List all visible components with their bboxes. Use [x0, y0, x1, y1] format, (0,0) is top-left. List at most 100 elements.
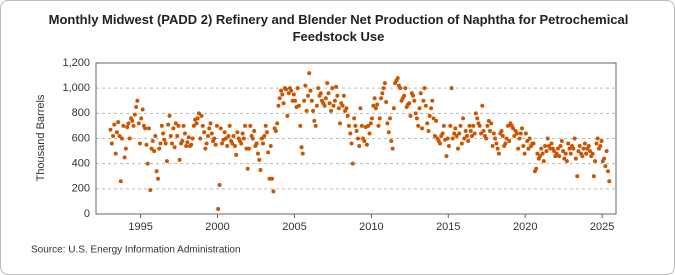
x-tick-label: 2015	[436, 221, 460, 233]
data-point	[471, 123, 476, 128]
data-point	[446, 144, 451, 149]
data-point	[504, 136, 509, 141]
data-point	[517, 136, 522, 141]
data-point	[452, 131, 457, 136]
data-point	[303, 83, 308, 88]
data-point	[582, 141, 587, 146]
data-point	[496, 151, 501, 156]
data-point	[567, 146, 572, 151]
x-tick-label: 2000	[205, 221, 229, 233]
data-point	[350, 161, 355, 166]
data-point	[127, 136, 132, 141]
data-point	[234, 152, 239, 157]
data-point	[159, 123, 164, 128]
data-point	[134, 105, 139, 110]
data-point	[153, 133, 158, 138]
data-point	[323, 96, 328, 101]
data-point	[344, 106, 349, 111]
data-point	[164, 159, 169, 164]
data-point	[531, 141, 536, 146]
data-point	[298, 123, 303, 128]
data-point	[168, 133, 173, 138]
data-point	[500, 133, 505, 138]
data-point	[590, 151, 595, 156]
data-point	[207, 126, 212, 131]
data-point	[214, 123, 219, 128]
data-point	[362, 139, 367, 144]
data-point	[444, 154, 449, 159]
data-point	[291, 92, 296, 97]
data-point	[125, 125, 130, 130]
data-point	[512, 133, 517, 138]
data-point	[316, 86, 321, 91]
data-point	[464, 133, 469, 138]
data-point	[356, 136, 360, 141]
data-point	[108, 127, 113, 132]
data-point	[281, 101, 286, 106]
data-point	[126, 121, 131, 126]
data-point	[441, 123, 446, 128]
data-point	[370, 116, 374, 121]
data-point	[200, 123, 205, 128]
data-point	[171, 126, 176, 131]
data-point	[593, 159, 598, 164]
data-point	[495, 146, 500, 151]
data-point	[503, 141, 508, 146]
data-point	[458, 123, 463, 128]
data-point	[216, 206, 221, 211]
data-point	[541, 159, 546, 164]
data-point	[299, 145, 304, 150]
data-point	[391, 106, 396, 111]
plot-frame	[95, 62, 617, 215]
data-point	[195, 116, 200, 121]
data-point	[422, 86, 427, 91]
data-point	[521, 144, 526, 149]
data-point	[145, 161, 150, 166]
data-point	[246, 146, 251, 151]
data-point	[349, 141, 354, 146]
data-point	[225, 144, 230, 149]
data-point	[423, 103, 428, 108]
data-point	[212, 136, 217, 141]
data-point	[266, 150, 271, 155]
data-point	[408, 113, 413, 118]
data-point	[375, 102, 380, 107]
data-point	[284, 87, 289, 92]
data-point	[131, 123, 136, 128]
data-point	[306, 93, 310, 98]
data-point	[403, 86, 408, 91]
data-point	[189, 142, 194, 147]
data-point	[149, 146, 154, 151]
data-point	[562, 156, 567, 161]
data-point	[223, 136, 228, 141]
data-point	[475, 116, 480, 121]
data-point	[271, 189, 276, 194]
data-point	[270, 176, 274, 181]
data-point	[489, 121, 494, 126]
data-point	[254, 141, 259, 146]
data-point	[311, 108, 316, 113]
data-point	[566, 141, 571, 146]
data-point	[256, 151, 260, 156]
data-point	[279, 88, 284, 93]
data-point	[143, 126, 148, 131]
data-point	[208, 121, 213, 126]
data-point	[398, 86, 403, 91]
data-point	[302, 98, 307, 103]
data-point	[185, 140, 190, 145]
data-point	[220, 141, 224, 146]
data-point	[413, 111, 418, 116]
data-point	[599, 139, 604, 144]
data-point	[581, 146, 586, 151]
data-point	[479, 131, 484, 136]
data-point	[330, 86, 335, 91]
data-point	[114, 130, 119, 135]
data-point	[595, 136, 600, 141]
data-point	[382, 81, 387, 86]
data-point	[432, 133, 437, 138]
data-point	[285, 113, 290, 118]
x-tick-label: 2005	[282, 221, 306, 233]
data-point	[112, 122, 117, 127]
data-point	[293, 98, 298, 103]
data-point	[241, 136, 246, 141]
